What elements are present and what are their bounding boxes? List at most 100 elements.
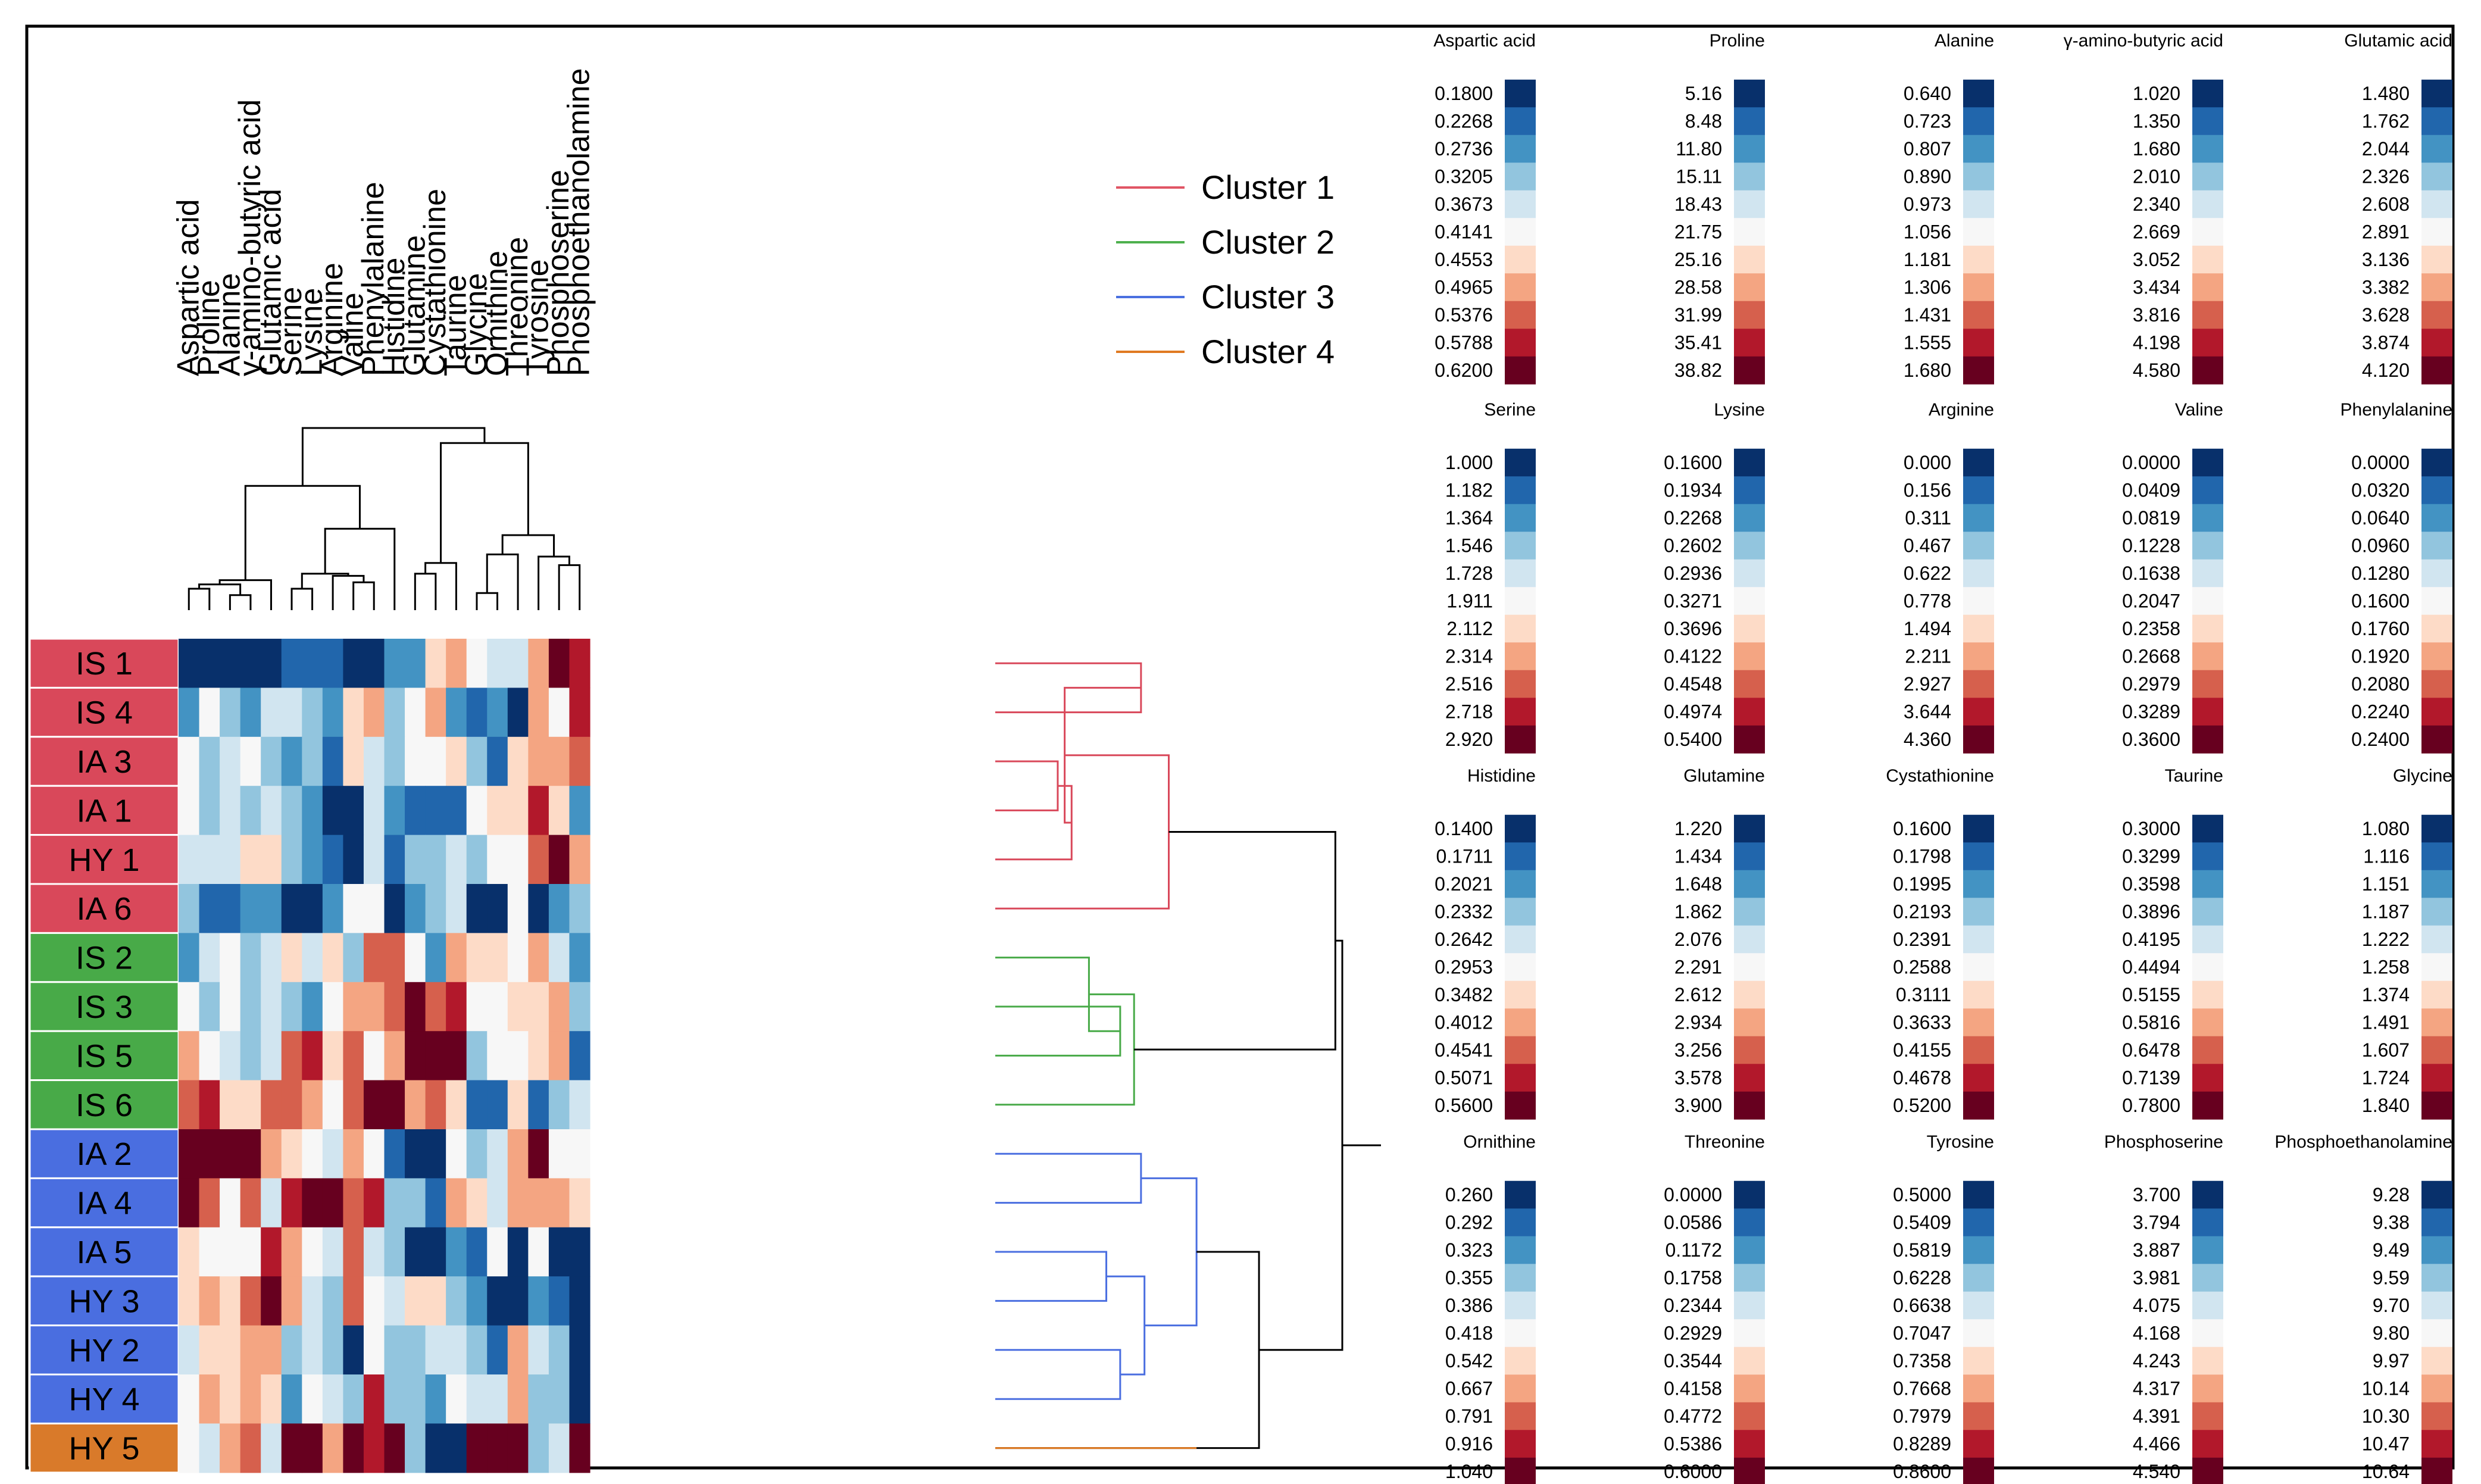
colorbar-tick: 0.260 [1445,1184,1493,1205]
heatmap-cell [466,884,488,933]
colorbar-tick: 1.724 [2362,1067,2410,1089]
heatmap-cell [466,835,488,885]
colorbar-tick: 0.0960 [2351,535,2410,557]
colorbar-tick: 1.546 [1445,535,1493,557]
colorbar-threonine: Threonine 0.0000 0.0586 0.1172 0.1758 0.2344 0… [1664,1132,1765,1484]
colorbar-tick: 0.2736 [1435,138,1493,160]
colorbar-swatch [2421,1374,2452,1403]
colorbar-tick: 0.2953 [1435,957,1493,978]
colorbar-tick: 2.044 [2362,138,2410,160]
colorbar-swatch [2192,476,2223,505]
row-label-ia-1: IA 1 [76,793,132,829]
colorbar-tick: 2.920 [1445,729,1493,750]
heatmap-cell [405,982,426,1032]
colorbar-swatch [1734,218,1765,246]
heatmap-cell [240,736,261,786]
colorbar-tick: 0.3289 [2122,701,2180,723]
heatmap-cell [261,1423,282,1473]
colorbar-valine: Valine 0.0000 0.0409 0.0819 0.1228 0.1638 0.20… [2122,400,2223,754]
heatmap-cell [507,884,529,933]
colorbar-tick: 3.794 [2133,1212,2180,1233]
heatmap-cell [302,1374,323,1424]
colorbar-swatch [2421,870,2452,898]
colorbar-tick: 0.5400 [1664,729,1722,750]
colorbar-tick: 4.168 [2133,1323,2180,1344]
heatmap-cell [220,1080,241,1130]
col-label-proline: Proline [192,280,226,376]
colorbar-swatch [1963,245,1994,274]
heatmap-cell [281,933,302,983]
colorbar-tick: 1.491 [2362,1012,2410,1033]
heatmap-cell [322,1276,343,1326]
heatmap-cell [179,1080,200,1130]
heatmap-cell [179,982,200,1032]
colorbar-swatch [2421,670,2452,698]
colorbar-tick: 1.840 [2362,1095,2410,1116]
heatmap-cell [261,1325,282,1375]
heatmap-cell [261,1227,282,1277]
heatmap-cell [507,786,529,836]
colorbar-tick: 0.622 [1904,563,1951,584]
colorbar-swatch [2192,898,2223,926]
colorbar-title: Taurine [2165,766,2223,786]
heatmap-cell [507,933,529,983]
colorbar-swatch [1505,448,1536,477]
heatmap-cell [302,1423,323,1473]
colorbar-tick: 2.112 [1446,618,1493,639]
colorbar-tick: 4.540 [2133,1461,2180,1482]
heatmap-cell [569,982,590,1032]
colorbar-swatch [2421,163,2452,191]
colorbar-swatch [1963,190,1994,218]
colorbar-tick: 0.1600 [1664,452,1722,473]
colorbar-glutamic-acid: Glutamic acid 1.480 1.762 2.044 2.326 2.608 2.… [2344,31,2452,385]
colorbar-title: Aspartic acid [1433,31,1536,51]
colorbar-tick: 1.762 [2362,111,2410,132]
heatmap-cell [199,835,220,885]
colorbar-tick: 9.38 [2373,1212,2410,1233]
colorbar-tick: 0.1995 [1893,873,1951,895]
colorbar-title: Glycine [2393,766,2452,786]
heatmap-cell [220,1374,241,1424]
colorbar-tick: 0.667 [1445,1378,1493,1399]
colorbar-swatch [2192,245,2223,274]
heatmap-cell [548,1178,570,1228]
colorbar-tick: 1.222 [2362,929,2410,950]
row-label-box [29,981,180,1032]
heatmap-cell [446,1129,467,1179]
colorbar-tick: 0.1638 [2122,563,2180,584]
colorbar-swatch [2192,356,2223,385]
colorbar-swatch [2192,163,2223,191]
colorbar-tick: 0.5819 [1893,1239,1951,1261]
colorbar-title: Arginine [1929,400,1994,420]
heatmap-cell [507,1031,529,1081]
colorbar-title: Tyrosine [1927,1132,1994,1152]
row-label-is-1: IS 1 [76,646,133,682]
colorbar-tick: 0.1400 [1435,818,1493,839]
heatmap-cell [363,1276,385,1326]
heatmap-cell [466,1423,488,1473]
heatmap-cell [548,982,570,1032]
heatmap-cell [405,1227,426,1277]
colorbar-tick: 9.59 [2373,1267,2410,1289]
heatmap-cell [487,1325,508,1375]
colorbar-swatch [1963,1064,1994,1092]
heatmap-cell [425,1178,446,1228]
colorbar-swatch [1734,273,1765,302]
colorbar-swatch [1734,725,1765,754]
colorbar-swatch [1734,1180,1765,1209]
colorbar-swatch [1963,953,1994,982]
colorbar-tick: 2.291 [1674,957,1722,978]
colorbar-swatch [1734,1374,1765,1403]
colorbar-tick: 1.056 [1904,221,1951,243]
heatmap-cell [384,1227,405,1277]
colorbar-tick: 0.2400 [2351,729,2410,750]
heatmap-cell [507,1080,529,1130]
colorbar-title: Glutamic acid [2344,31,2452,51]
heatmap-cell [405,835,426,885]
colorbar-swatch [1963,814,1994,843]
heatmap-cell [240,1227,261,1277]
heatmap-cell [302,884,323,933]
colorbar-swatch [1963,1319,1994,1348]
colorbar-tick: 1.187 [2362,901,2410,923]
heatmap-cell [528,982,549,1032]
